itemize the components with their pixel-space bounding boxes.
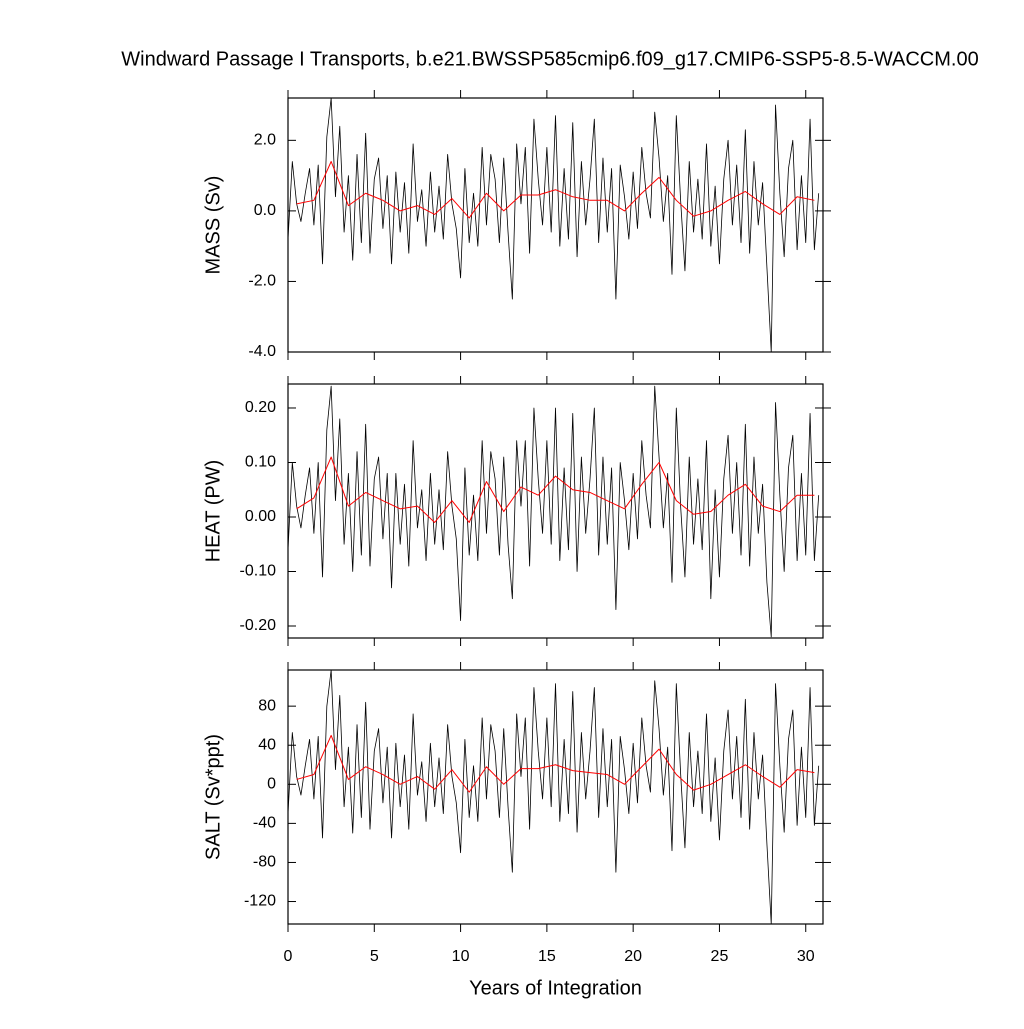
x-axis-title: Years of Integration	[469, 977, 642, 999]
y-tick-label: -80	[253, 854, 276, 871]
plot-frame	[287, 383, 824, 639]
y-tick-label: 0.10	[245, 454, 276, 471]
series-line	[296, 161, 815, 219]
x-tick-label: 0	[284, 948, 293, 965]
x-tick-label: 5	[370, 948, 379, 965]
y-tick-label: -40	[253, 815, 276, 832]
y-axis-title: SALT (Sv*ppt)	[202, 734, 224, 860]
x-tick-label: 30	[797, 948, 815, 965]
series-line	[296, 734, 815, 793]
plot-frame	[287, 669, 824, 925]
x-tick-label: 15	[538, 948, 556, 965]
series-line	[296, 456, 815, 523]
y-tick-label: 40	[258, 736, 276, 753]
x-tick-label: 25	[711, 948, 729, 965]
x-tick-label: 10	[452, 948, 470, 965]
y-tick-label: 0.0	[254, 202, 276, 219]
y-axis-title: HEAT (PW)	[202, 460, 224, 563]
y-tick-label: 0.00	[245, 508, 276, 525]
series-line	[287, 385, 820, 638]
y-tick-label: 80	[258, 697, 276, 714]
plot-frame	[287, 97, 824, 353]
y-tick-label: -0.20	[240, 617, 277, 634]
y-tick-label: 2.0	[254, 132, 276, 149]
y-tick-label: -2.0	[248, 273, 276, 290]
chart-title: Windward Passage I Transports, b.e21.BWS…	[121, 48, 978, 70]
y-tick-label: -4.0	[248, 343, 276, 360]
y-tick-label: 0.20	[245, 399, 276, 416]
y-tick-label: 0	[267, 776, 276, 793]
y-axis-title: MASS (Sv)	[202, 176, 224, 275]
y-tick-label: -0.10	[240, 563, 277, 580]
series-line	[287, 97, 820, 353]
y-tick-label: -120	[244, 893, 276, 910]
series-line	[287, 669, 820, 925]
x-tick-label: 20	[624, 948, 642, 965]
